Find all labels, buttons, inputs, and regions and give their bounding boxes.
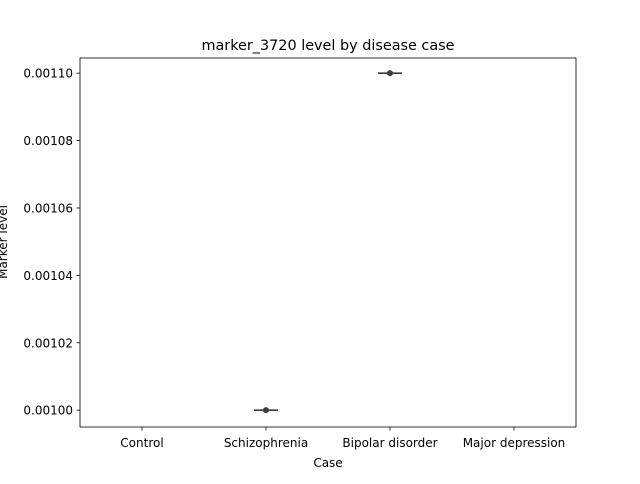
x-axis: Control Schizophrenia Bipolar disorder Majo… <box>120 427 565 450</box>
box-point <box>387 70 393 77</box>
y-tick-label: 0.00104 <box>23 269 73 283</box>
box-marks <box>254 70 402 414</box>
y-tick-label: 0.00102 <box>23 336 73 350</box>
plot-area <box>79 57 577 428</box>
chart-title: marker_3720 level by disease case <box>201 38 454 54</box>
box-bipolar-disorder <box>378 70 402 77</box>
x-tick-label: Major depression <box>463 436 566 450</box>
x-tick-label: Schizophrenia <box>224 436 308 450</box>
y-tick-label: 0.00106 <box>23 201 73 215</box>
box-schizophrenia <box>254 407 278 414</box>
x-axis-label: Case <box>313 456 342 470</box>
y-axis: 0.00100 0.00102 0.00104 0.00106 0.00108 0.001… <box>23 67 80 418</box>
x-tick-label: Control <box>120 436 163 450</box>
y-axis-label: Marker level <box>0 205 10 279</box>
y-tick-label: 0.00110 <box>23 67 73 81</box>
y-tick-label: 0.00100 <box>23 404 73 418</box>
box-point <box>263 407 269 414</box>
x-tick-label: Bipolar disorder <box>342 436 437 450</box>
y-tick-label: 0.00108 <box>23 134 73 148</box>
